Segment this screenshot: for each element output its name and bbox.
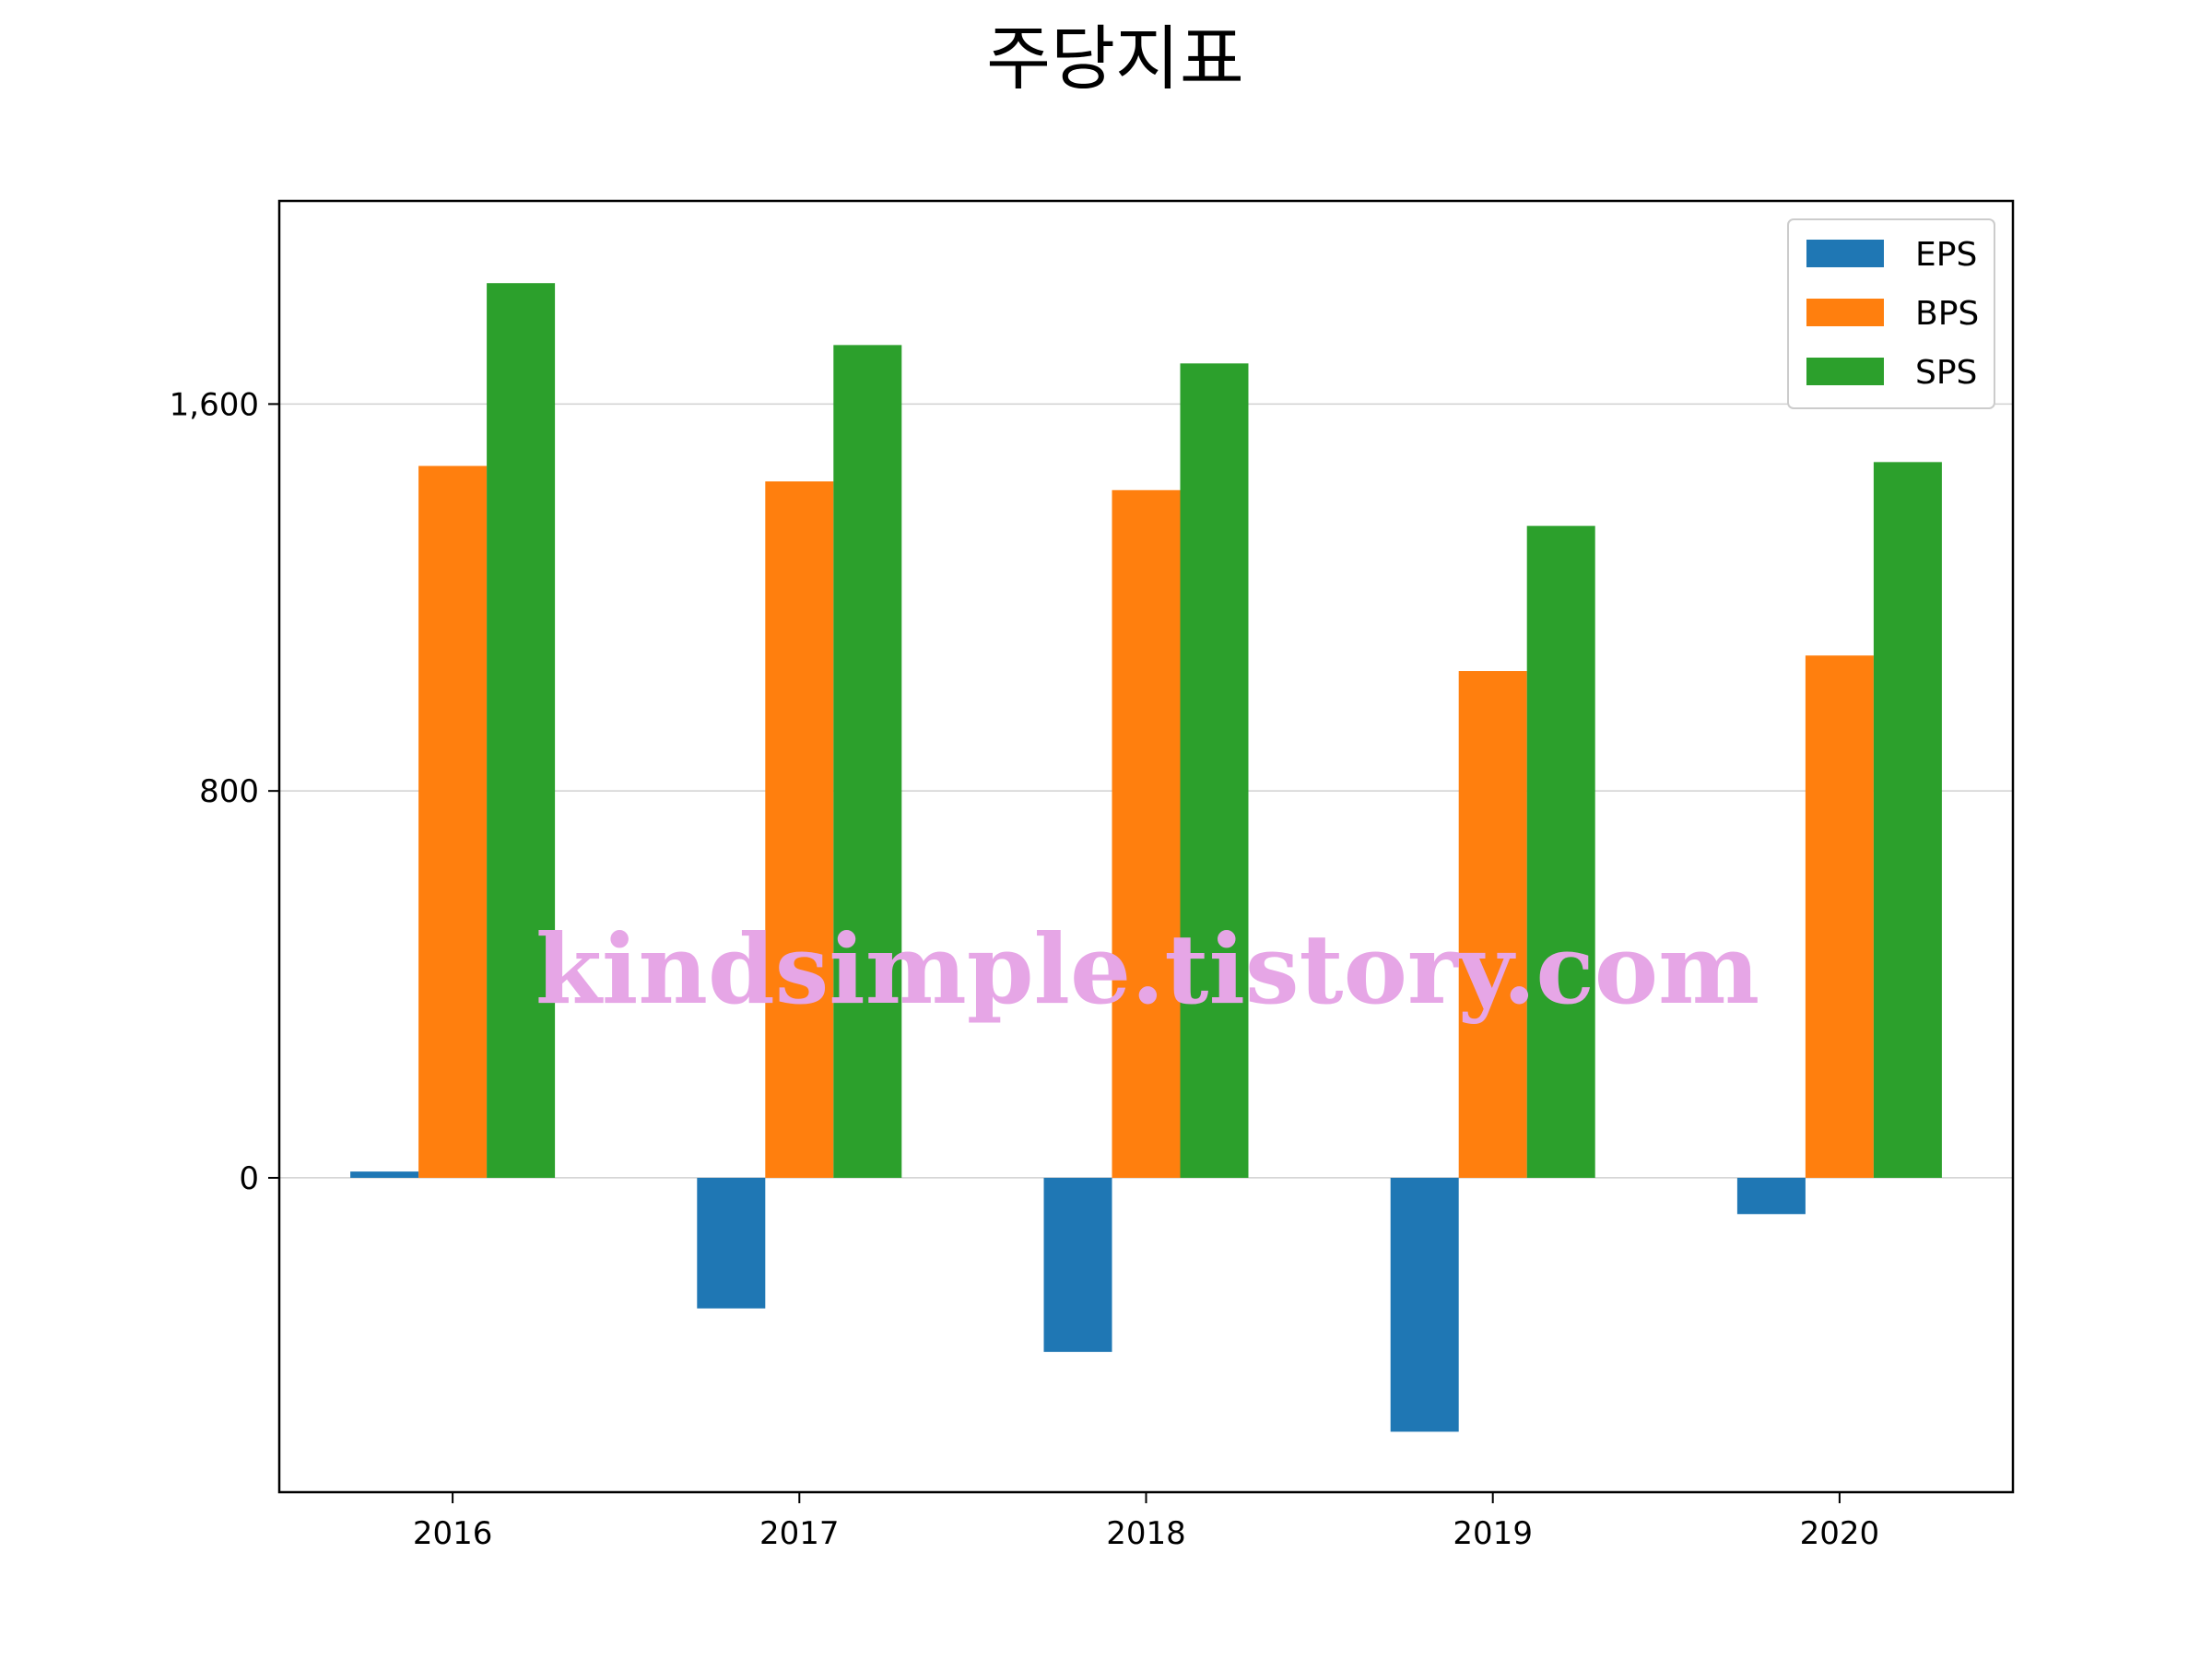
x-axis: 2016 2017 2018 2019 2020 (413, 1492, 1879, 1552)
bar-sps-2016 (487, 283, 556, 1178)
legend-swatch-sps (1806, 358, 1884, 385)
bar-bps-2018 (1112, 489, 1181, 1178)
bar-sps-2019 (1526, 525, 1595, 1178)
x-tick-label: 2020 (1800, 1515, 1880, 1552)
legend-label-bps: BPS (1915, 295, 1979, 333)
legend-label-eps: EPS (1915, 236, 1977, 274)
x-tick-label: 2018 (1106, 1515, 1186, 1552)
legend: EPS BPS SPS (1787, 218, 1995, 409)
bar-eps-2017 (697, 1177, 766, 1309)
legend-swatch-bps (1806, 299, 1884, 326)
y-tick-label: 800 (199, 773, 259, 810)
x-tick-label: 2016 (413, 1515, 493, 1552)
watermark-text: kindsimple.tistory.com (535, 912, 1759, 1026)
bar-eps-2019 (1390, 1177, 1459, 1432)
bar-eps-2020 (1736, 1177, 1806, 1215)
legend-label-sps: SPS (1915, 354, 1977, 392)
bar-sps-2017 (833, 345, 902, 1178)
y-tick-label: 0 (239, 1160, 259, 1197)
x-tick-label: 2017 (759, 1515, 840, 1552)
bar-bps-2016 (418, 465, 488, 1178)
bar-bps-2017 (765, 481, 834, 1178)
chart-title: 주당지표 (986, 18, 1244, 100)
x-tick-label: 2019 (1453, 1515, 1533, 1552)
bar-sps-2020 (1873, 462, 1942, 1178)
y-tick-label: 1,600 (170, 386, 259, 423)
bar-bps-2019 (1458, 671, 1527, 1178)
bar-sps-2018 (1180, 363, 1249, 1178)
legend-swatch-eps (1806, 240, 1884, 267)
bars (350, 283, 1942, 1432)
y-axis: 0 800 1,600 (170, 386, 279, 1197)
plot-area: 0 800 1,600 2016 2017 2018 2019 2020 (170, 199, 2015, 1552)
bar-eps-2018 (1043, 1177, 1112, 1352)
bar-eps-2016 (350, 1171, 419, 1178)
bar-bps-2020 (1805, 655, 1874, 1178)
